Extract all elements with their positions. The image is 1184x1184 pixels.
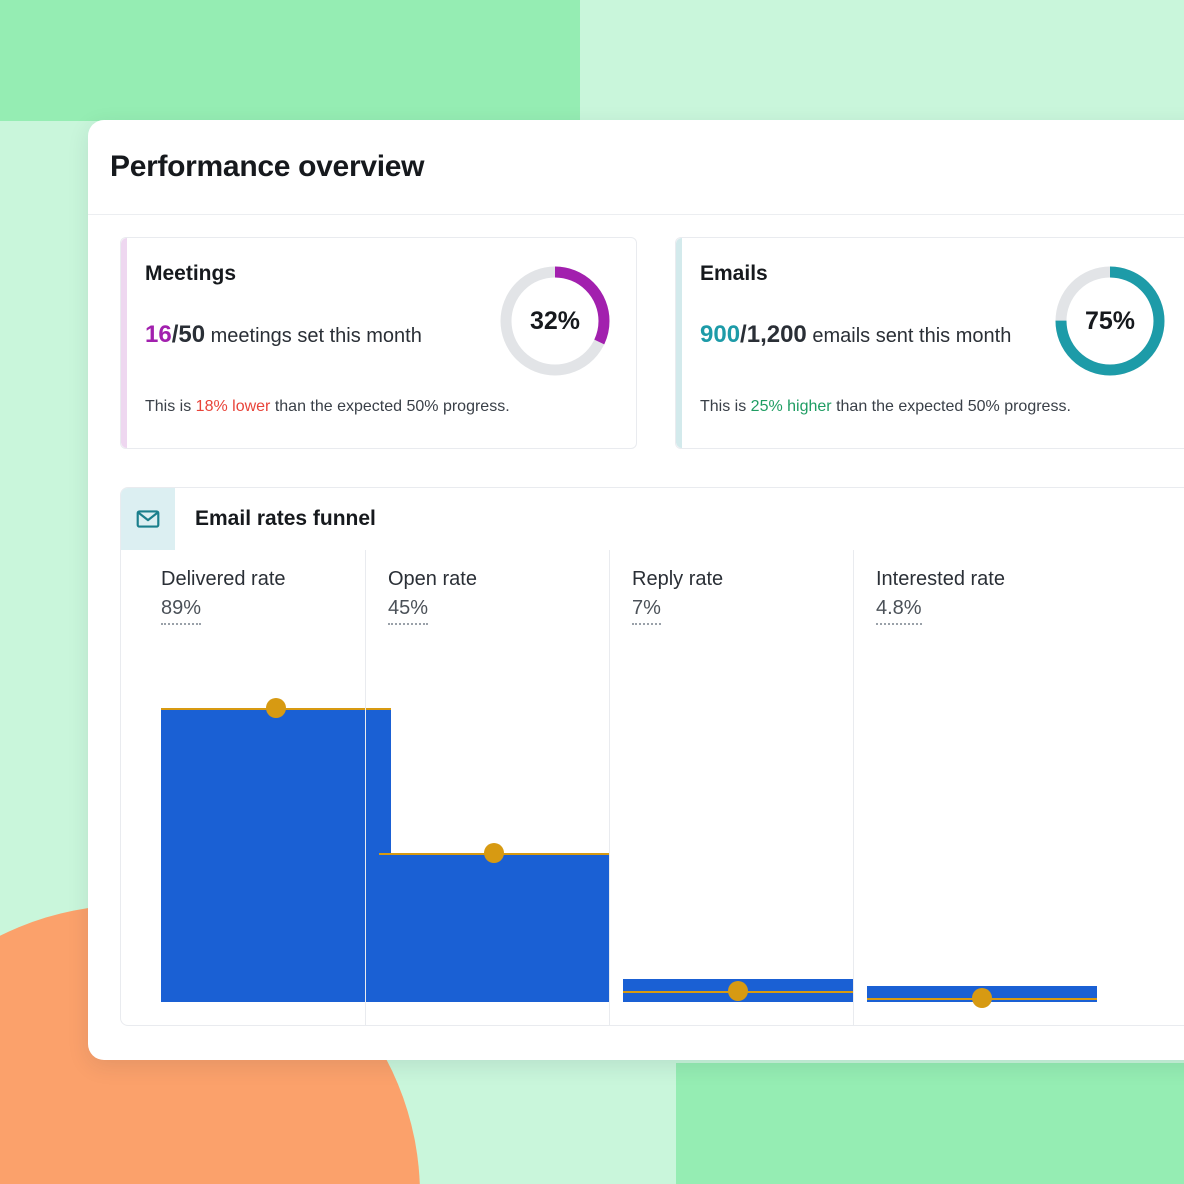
funnel-marker-dot[interactable] <box>728 981 748 1001</box>
metric-current-meetings: 16 <box>145 321 172 348</box>
metric-separator-meetings: / <box>171 321 179 348</box>
metric-total-meetings: 50 <box>178 321 206 348</box>
metric-current-emails: 900 <box>700 321 741 348</box>
metric-note-prefix-meetings: This is <box>145 398 196 415</box>
metric-title-emails: Emails <box>700 262 768 285</box>
metric-separator-emails: / <box>740 321 747 348</box>
green-block-bottom-right <box>676 1063 1184 1184</box>
metric-note-emails: This is 25% higher than the expected 50%… <box>700 398 1071 416</box>
funnel-bar[interactable] <box>379 853 609 1002</box>
funnel-column-label: Delivered rate <box>161 568 286 590</box>
metric-cards-row: Meetings 16/50 meetings set this month T… <box>120 237 1184 449</box>
green-block-top-left <box>0 0 580 121</box>
metric-count-suffix-emails: emails sent this month <box>806 325 1012 347</box>
metric-count-suffix-meetings: meetings set this month <box>205 325 422 347</box>
panel-body: Meetings 16/50 meetings set this month T… <box>88 215 1184 1026</box>
metric-title-meetings: Meetings <box>145 262 237 285</box>
metric-count-emails: 900/1,200 emails sent this month <box>700 320 1030 351</box>
email-rates-funnel-card: Email rates funnel Delivered rate 89% Open… <box>120 487 1184 1026</box>
funnel-column-value: 4.8% <box>876 597 922 625</box>
funnel-marker-dot[interactable] <box>484 843 504 863</box>
donut-chart-emails: 75% <box>1051 262 1169 380</box>
metric-card-emails[interactable]: Emails 900/1,200 emails sent this month … <box>675 237 1184 449</box>
metric-note-highlight-emails: 25% higher <box>750 398 832 415</box>
envelope-icon <box>121 488 175 550</box>
funnel-marker-dot[interactable] <box>266 698 286 718</box>
metric-total-emails: 1,200 <box>746 321 807 348</box>
metric-card-meetings[interactable]: Meetings 16/50 meetings set this month T… <box>120 237 637 449</box>
metric-note-highlight-meetings: 18% lower <box>195 398 271 415</box>
performance-overview-panel: Performance overview Meetings 16/50 meet… <box>88 120 1184 1060</box>
funnel-title: Email rates funnel <box>195 507 376 530</box>
metric-note-suffix-emails: than the expected 50% progress. <box>831 398 1071 415</box>
metric-note-meetings: This is 18% lower than the expected 50% … <box>145 398 510 416</box>
page-title: Performance overview <box>110 150 425 183</box>
metric-note-prefix-emails: This is <box>700 398 751 415</box>
funnel-column-label: Open rate <box>388 568 477 590</box>
metric-note-suffix-meetings: than the expected 50% progress. <box>270 398 510 415</box>
funnel-header: Email rates funnel <box>121 488 1184 550</box>
funnel-columns: Delivered rate 89% Open rate 45% Reply rate 7… <box>121 550 1184 1025</box>
funnel-column-label: Interested rate <box>876 568 1005 590</box>
funnel-column[interactable]: Interested rate 4.8% <box>853 550 1097 1025</box>
funnel-column-value: 89% <box>161 597 202 625</box>
panel-header: Performance overview <box>88 120 1184 215</box>
funnel-marker-dot[interactable] <box>972 988 992 1008</box>
funnel-column[interactable]: Open rate 45% <box>365 550 609 1025</box>
funnel-column[interactable]: Reply rate 7% <box>609 550 853 1025</box>
metric-count-meetings: 16/50 meetings set this month <box>145 320 475 351</box>
donut-label-meetings: 32% <box>529 306 581 335</box>
funnel-column-value: 45% <box>388 597 429 625</box>
funnel-column[interactable]: Delivered rate 89% <box>121 550 391 1025</box>
funnel-bar[interactable] <box>161 708 391 1002</box>
donut-label-emails: 75% <box>1084 306 1136 335</box>
funnel-column-label: Reply rate <box>632 568 724 590</box>
funnel-column-value: 7% <box>632 597 661 625</box>
donut-chart-meetings: 32% <box>496 262 614 380</box>
